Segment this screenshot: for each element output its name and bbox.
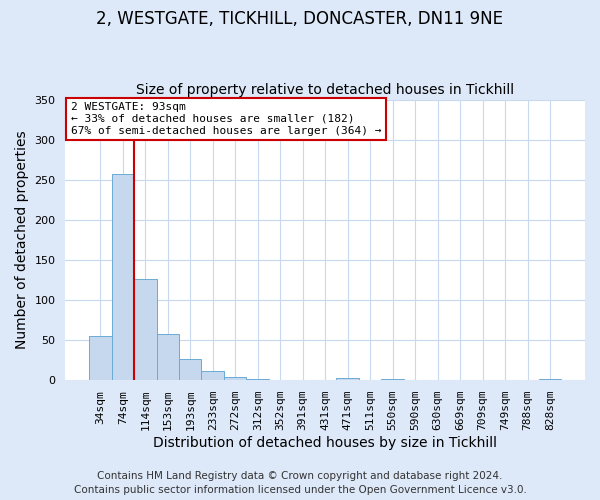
Y-axis label: Number of detached properties: Number of detached properties [15, 130, 29, 349]
Bar [112, 174, 134, 380]
Bar [89, 336, 112, 380]
Text: 2, WESTGATE, TICKHILL, DONCASTER, DN11 9NE: 2, WESTGATE, TICKHILL, DONCASTER, DN11 9… [97, 10, 503, 28]
Bar [157, 334, 179, 380]
Bar [224, 377, 247, 380]
Text: Contains HM Land Registry data © Crown copyright and database right 2024.
Contai: Contains HM Land Registry data © Crown c… [74, 471, 526, 495]
Bar [539, 378, 562, 380]
Bar [337, 378, 359, 380]
X-axis label: Distribution of detached houses by size in Tickhill: Distribution of detached houses by size … [153, 436, 497, 450]
Title: Size of property relative to detached houses in Tickhill: Size of property relative to detached ho… [136, 83, 514, 97]
Bar [179, 358, 202, 380]
Text: 2 WESTGATE: 93sqm
← 33% of detached houses are smaller (182)
67% of semi-detache: 2 WESTGATE: 93sqm ← 33% of detached hous… [71, 102, 381, 136]
Bar [134, 279, 157, 380]
Bar [202, 370, 224, 380]
